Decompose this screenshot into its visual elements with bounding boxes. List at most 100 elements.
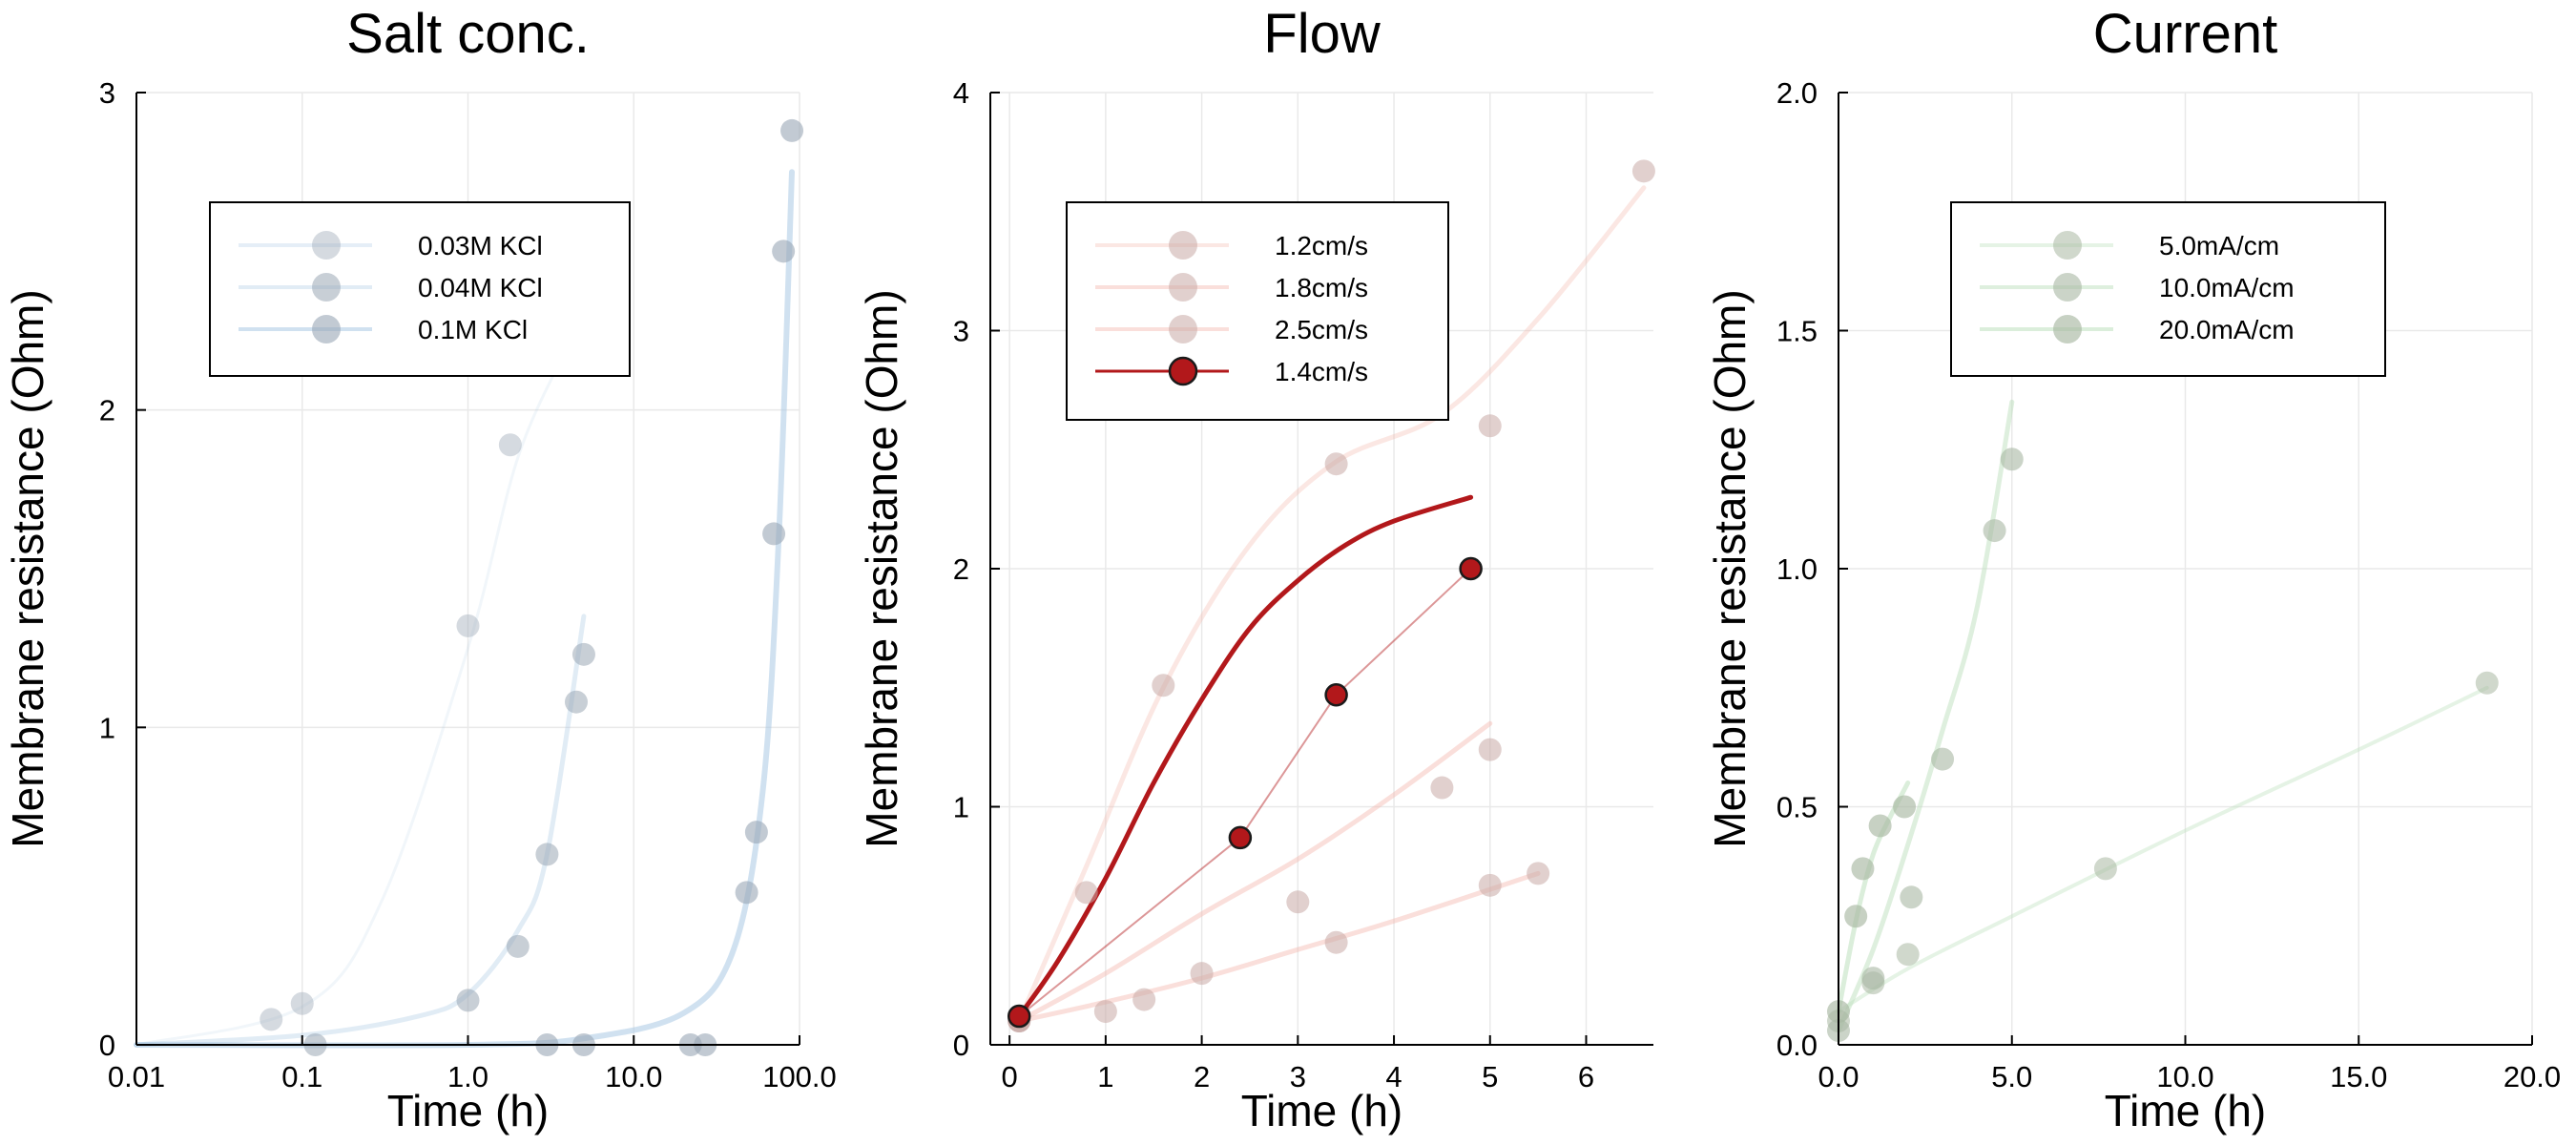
legend-marker <box>1169 273 1197 302</box>
data-point <box>2093 857 2117 881</box>
data-point <box>1478 414 1502 438</box>
x-tick-label: 1 <box>1097 1060 1113 1093</box>
legend-label: 0.1M KCl <box>418 315 528 344</box>
chart-panel-2: 0 1 2 3 4 5 6 0 1 2 3 4 Flow Time (h) Membrane resista… <box>857 3 1655 1135</box>
data-point <box>1152 674 1175 697</box>
data-point <box>744 821 768 844</box>
y-tick-label: 2 <box>953 552 969 586</box>
data-point <box>762 522 786 546</box>
y-tick-label: 4 <box>953 76 969 110</box>
legend: 0.03M KCl 0.04M KCl 0.1M KCl <box>209 201 631 377</box>
x-axis-label: Time (h) <box>2105 1086 2267 1135</box>
legend-marker <box>1168 356 1198 386</box>
legend-label: 1.8cm/s <box>1275 273 1368 302</box>
data-point <box>1132 988 1156 1011</box>
data-point <box>564 690 588 714</box>
fit-line <box>1836 399 2015 1033</box>
data-point <box>735 881 758 905</box>
data-point <box>1459 556 1483 581</box>
y-tick-label: 0 <box>953 1029 969 1062</box>
legend-marker <box>312 273 341 302</box>
fit-line <box>1016 185 1647 1024</box>
data-point <box>772 239 796 263</box>
legend-label: 5.0mA/cm <box>2159 231 2279 260</box>
data-point <box>1007 1004 1031 1029</box>
y-tick-label: 1 <box>99 711 115 744</box>
legend-box <box>209 201 631 377</box>
fit-line <box>1016 720 1493 1024</box>
fit-line <box>135 344 570 1047</box>
legend-label: 10.0mA/cm <box>2159 273 2295 302</box>
y-tick-label: 0 <box>99 1029 115 1062</box>
x-tick-label: 4 <box>1385 1060 1402 1093</box>
data-point <box>1324 682 1348 707</box>
data-point <box>1851 857 1875 881</box>
data-point <box>1896 943 1920 967</box>
legend-label: 20.0mA/cm <box>2159 315 2295 344</box>
data-point <box>1868 814 1892 838</box>
legend-label: 0.04M KCl <box>418 273 543 302</box>
x-tick-label: 20.0 <box>2503 1060 2561 1093</box>
legend: 5.0mA/cm 10.0mA/cm 20.0mA/cm <box>1950 201 2386 377</box>
data-point <box>1478 873 1502 897</box>
data-point <box>1900 885 1923 909</box>
y-tick-label: 1 <box>953 791 969 824</box>
x-tick-label: 0 <box>1002 1060 1018 1093</box>
x-tick-label: 5.0 <box>1991 1060 2032 1093</box>
y-axis-label: Membrane resistance (Ohm) <box>1705 289 1755 847</box>
data-point <box>1074 881 1098 905</box>
y-tick-label: 1.5 <box>1776 315 1818 348</box>
x-tick-label: 3 <box>1290 1060 1306 1093</box>
data-point <box>780 118 804 142</box>
legend-label: 1.4cm/s <box>1275 357 1368 386</box>
legend: 1.2cm/s 1.8cm/s 2.5cm/s 1.4cm/s <box>1066 201 1449 421</box>
data-point <box>1190 962 1214 986</box>
data-point <box>1844 905 1868 928</box>
chart-title: Flow <box>1263 3 1381 65</box>
x-tick-label: 0.1 <box>281 1060 322 1093</box>
legend-marker <box>312 231 341 260</box>
data-point <box>571 642 595 666</box>
x-tick-label: 2 <box>1194 1060 1210 1093</box>
data-point <box>1093 1000 1117 1024</box>
fit-line <box>134 614 587 1048</box>
data-connector <box>1018 568 1472 1017</box>
legend-marker <box>312 315 341 344</box>
chart-title: Salt conc. <box>346 3 590 65</box>
data-point <box>1430 776 1454 800</box>
data-point <box>1228 825 1253 850</box>
data-point <box>1478 738 1502 761</box>
data-point <box>2000 448 2024 471</box>
chart-panel-1: 0.01 0.1 1.0 10.0 100.0 0 1 2 3 Salt conc. Time (h… <box>3 3 837 1135</box>
data-point <box>506 934 530 958</box>
x-tick-label: 0.01 <box>108 1060 165 1093</box>
y-tick-label: 2 <box>99 394 115 427</box>
y-tick-label: 3 <box>99 76 115 110</box>
x-tick-label: 10.0 <box>605 1060 662 1093</box>
data-point <box>498 433 522 457</box>
x-tick-label: 5 <box>1482 1060 1498 1093</box>
x-axis-label: Time (h) <box>387 1086 550 1135</box>
x-tick-label: 100.0 <box>762 1060 837 1093</box>
data-point <box>535 843 559 866</box>
data-point <box>260 1008 283 1031</box>
fit-line <box>1837 685 2489 1014</box>
legend-box <box>1066 201 1449 421</box>
data-layer <box>1827 399 2499 1043</box>
chart-title: Current <box>2093 3 2277 65</box>
data-point <box>1631 159 1655 183</box>
y-tick-label: 0.5 <box>1776 791 1818 824</box>
data-point <box>1527 862 1550 885</box>
legend-label: 2.5cm/s <box>1275 315 1368 344</box>
data-point <box>456 989 480 1012</box>
legend-marker <box>2053 231 2082 260</box>
legend-label: 0.03M KCl <box>418 231 543 260</box>
x-tick-label: 6 <box>1578 1060 1594 1093</box>
data-point <box>1286 890 1310 914</box>
data-point <box>1324 930 1348 954</box>
legend-marker <box>1169 315 1197 344</box>
data-point <box>1893 795 1917 819</box>
data-point <box>290 991 314 1015</box>
data-point <box>1324 452 1348 476</box>
